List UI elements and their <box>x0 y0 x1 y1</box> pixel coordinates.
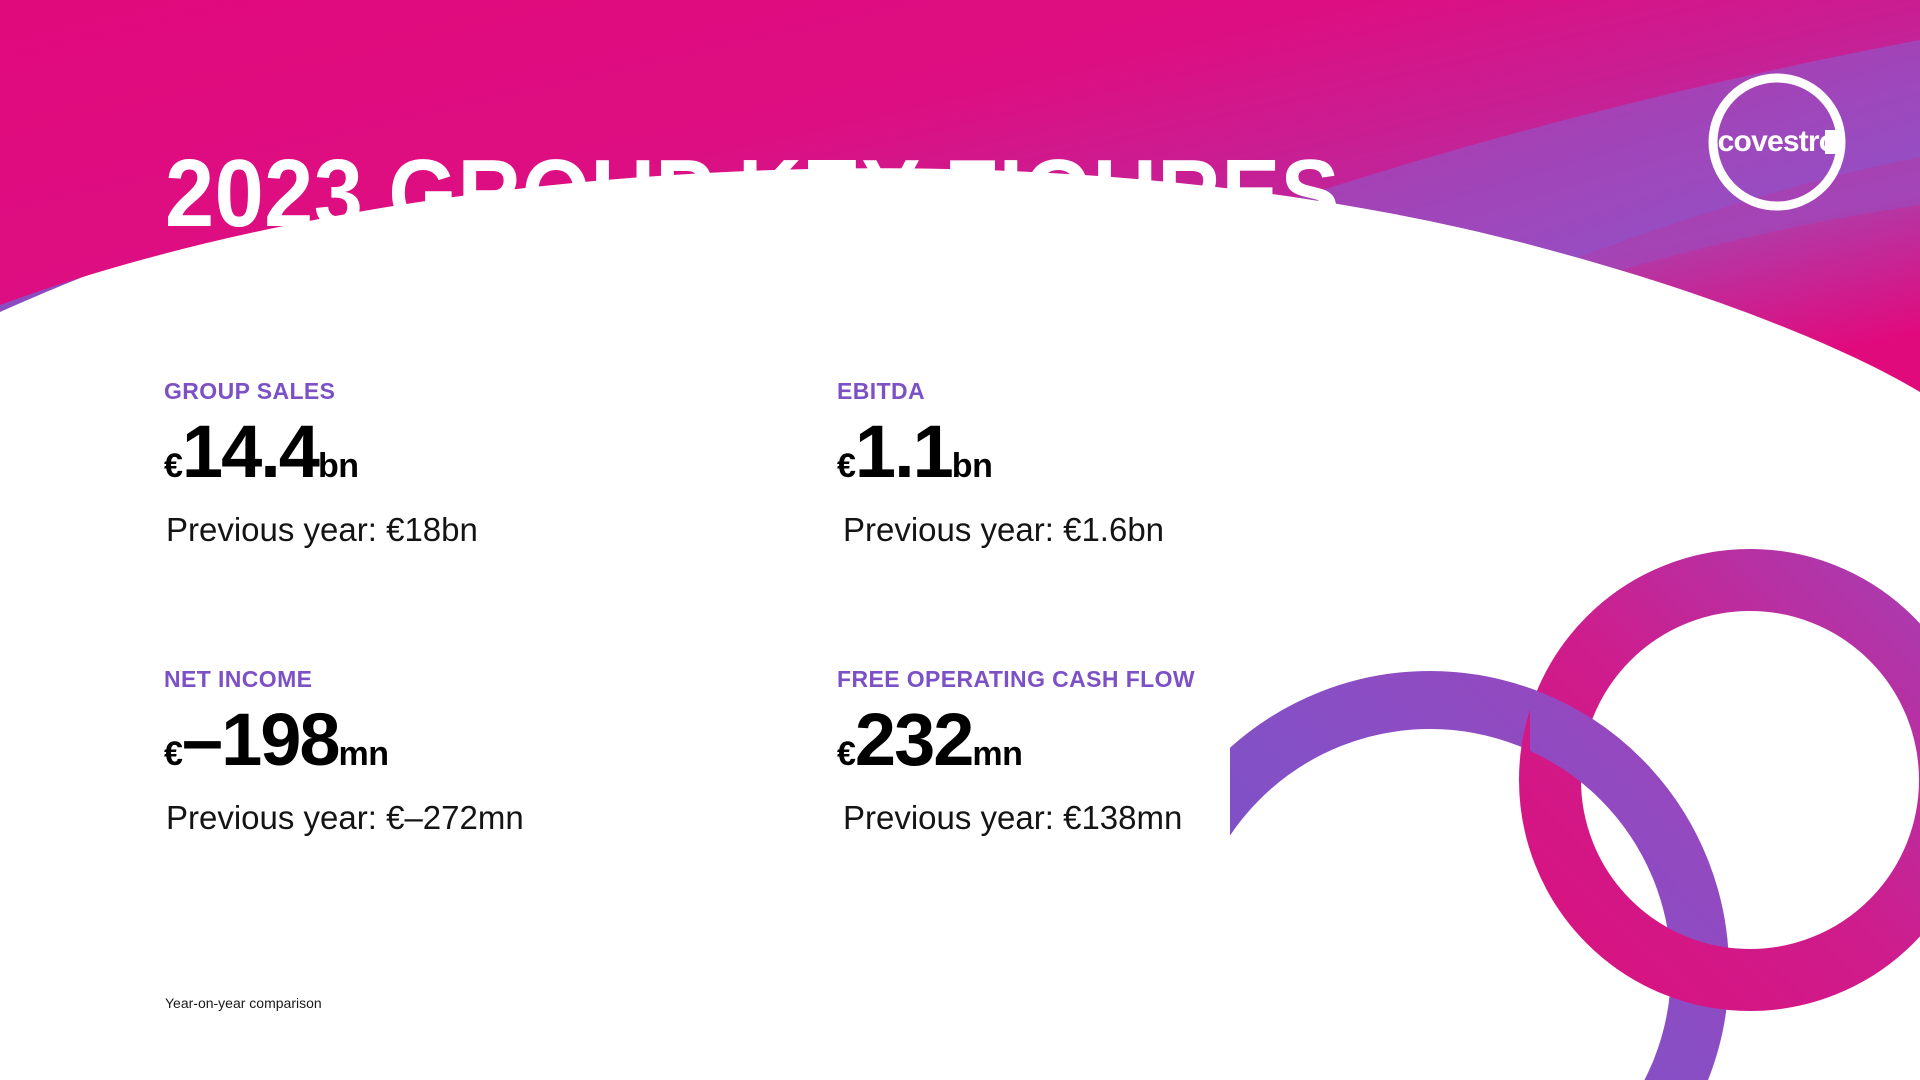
page-title: 2023 GROUP KEY FIGURES <box>165 140 1341 248</box>
kpi-value: € 232 mn <box>837 703 1195 777</box>
kpi-unit: mn <box>338 735 390 773</box>
kpi-card-ebitda: EBITDA € 1.1 bn Previous year: €1.6bn <box>837 378 1164 549</box>
kpi-currency-symbol: € <box>164 735 183 773</box>
kpi-currency-symbol: € <box>837 735 856 773</box>
kpi-value: € –198 mn <box>164 703 524 777</box>
kpi-unit: bn <box>317 447 359 485</box>
kpi-previous-year: Previous year: €1.6bn <box>843 511 1165 548</box>
kpi-number: 14.4 <box>181 410 320 493</box>
decorative-rings <box>1230 549 1920 1080</box>
kpi-previous-year: Previous year: €138mn <box>843 799 1183 836</box>
kpi-unit: mn <box>972 735 1023 773</box>
kpi-value: € 1.1 bn <box>837 415 1164 489</box>
kpi-number: –198 <box>181 698 341 781</box>
kpi-label: EBITDA <box>837 378 926 404</box>
ring-magenta <box>1519 549 1920 1011</box>
kpi-card-net-income: NET INCOME € –198 mn Previous year: €–27… <box>164 666 524 837</box>
kpi-currency-symbol: € <box>164 447 183 485</box>
kpi-value: € 14.4 bn <box>164 415 478 489</box>
kpi-unit: bn <box>951 447 993 485</box>
header-magenta-wave <box>0 0 1920 392</box>
kpi-previous-year: Previous year: €–272mn <box>166 799 524 836</box>
kpi-card-group-sales: GROUP SALES € 14.4 bn Previous year: €18… <box>164 378 478 549</box>
kpi-label: NET INCOME <box>164 666 313 692</box>
kpi-currency-symbol: € <box>837 447 856 485</box>
kpi-card-free-operating-cash-flow: FREE OPERATING CASH FLOW € 232 mn Previo… <box>837 666 1195 837</box>
footnote: Year-on-year comparison <box>165 995 322 1011</box>
kpi-number: 232 <box>854 698 974 781</box>
header-wave-banner <box>0 0 1920 392</box>
kpi-label: FREE OPERATING CASH FLOW <box>837 666 1196 692</box>
kpi-number: 1.1 <box>854 410 954 493</box>
kpi-previous-year: Previous year: €18bn <box>166 511 478 548</box>
logo-wordmark: covestro <box>1718 125 1837 158</box>
kpi-label: GROUP SALES <box>164 378 336 404</box>
covestro-logo: covestro <box>1708 73 1846 211</box>
